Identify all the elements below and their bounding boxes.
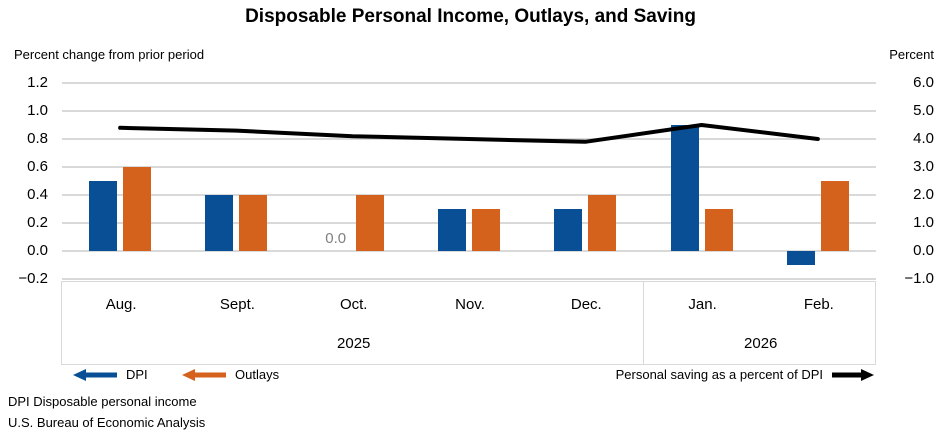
bar-outlays-0 [123, 167, 152, 251]
legend-item-saving: Personal saving as a percent of DPI [616, 367, 874, 382]
month-label-1: Sept. [219, 296, 255, 313]
right-axis-tick-1: 5.0 [913, 102, 934, 119]
left-axis-tick-6: 0.0 [27, 242, 48, 259]
legend-saving-label: Personal saving as a percent of DPI [615, 367, 823, 382]
bar-dpi-5 [670, 125, 699, 251]
year-group-separator [643, 282, 645, 364]
month-labels: Aug. Sept. Oct. Nov. Dec. Jan. Feb. [63, 282, 877, 364]
category-box: Aug. Sept. Oct. Nov. Dec. Jan. Feb. 2025 2026 [61, 281, 876, 365]
month-label-2: Oct. [339, 296, 368, 313]
gridline-1 [62, 110, 876, 112]
saving-line [118, 123, 820, 144]
year-label-1: 2026 [744, 335, 778, 352]
right-axis-tick-7: −1.0 [904, 270, 934, 287]
bar-outlays-1 [239, 195, 268, 251]
footnotes: DPI Disposable personal income U.S. Bure… [8, 391, 205, 433]
bar-outlays-5 [704, 209, 733, 251]
bar-outlays-2 [355, 195, 384, 251]
zero-value-label-0: 0.0 [325, 230, 347, 247]
month-label-4: Dec. [570, 296, 602, 313]
gridline-0 [62, 82, 876, 84]
gridline-4 [62, 194, 876, 196]
left-axis-tick-4: 0.4 [27, 186, 48, 203]
right-axis-tick-4: 2.0 [913, 186, 934, 203]
bar-outlays-3 [472, 209, 500, 251]
gridline-7 [62, 278, 876, 280]
year-label-0: 2025 [337, 335, 371, 352]
gridline-6 [62, 250, 876, 252]
bar-dpi-4 [554, 209, 583, 251]
footnote-source: U.S. Bureau of Economic Analysis [8, 415, 206, 430]
bar-dpi-1 [205, 195, 234, 251]
plot-area: 0.0 [62, 82, 876, 280]
bar-outlays-6 [820, 181, 849, 251]
bar-outlays-4 [588, 195, 617, 251]
month-label-5: Jan. [688, 296, 717, 313]
bar-dpi-0 [89, 181, 118, 251]
legend-dpi-label: DPI [126, 367, 148, 382]
year-labels: 2025 2026 [63, 282, 877, 364]
saving-right-arrow-icon [832, 368, 874, 381]
dpi-left-arrow-icon [73, 368, 117, 381]
right-axis-tick-6: 0.0 [913, 242, 934, 259]
chart-title: Disposable Personal Income, Outlays, and… [245, 6, 696, 27]
right-axis-tick-0: 6.0 [913, 74, 934, 91]
legend-item-outlays: Outlays [182, 367, 279, 382]
right-axis-tick-5: 1.0 [913, 214, 934, 231]
right-axis-tick-2: 4.0 [913, 130, 934, 147]
month-label-6: Feb. [803, 296, 834, 313]
bar-dpi-3 [438, 209, 466, 251]
left-axis-caption: Percent change from prior period [14, 47, 205, 62]
legend-row: DPI Outlays Personal saving as a percent… [0, 365, 941, 383]
left-axis-tick-5: 0.2 [27, 214, 48, 231]
saving-line-svg [118, 123, 820, 144]
left-axis-tick-7: −0.2 [18, 270, 48, 287]
left-axis-tick-2: 0.8 [27, 130, 48, 147]
left-axis-tick-1: 1.0 [27, 102, 48, 119]
footnote-dpi-definition: DPI Disposable personal income [8, 394, 197, 409]
outlays-left-arrow-icon [182, 368, 226, 381]
gridline-3 [62, 166, 876, 168]
legend-item-dpi: DPI [73, 367, 148, 382]
left-axis-tick-0: 1.2 [27, 74, 48, 91]
bar-dpi-6 [786, 251, 815, 265]
legend-outlays-label: Outlays [235, 367, 280, 382]
month-label-0: Aug. [105, 296, 137, 313]
month-label-3: Nov. [455, 296, 485, 313]
right-axis-tick-3: 3.0 [913, 158, 934, 175]
right-axis-caption: Percent [889, 47, 934, 62]
gridline-5 [62, 222, 876, 224]
left-axis-tick-3: 0.6 [27, 158, 48, 175]
